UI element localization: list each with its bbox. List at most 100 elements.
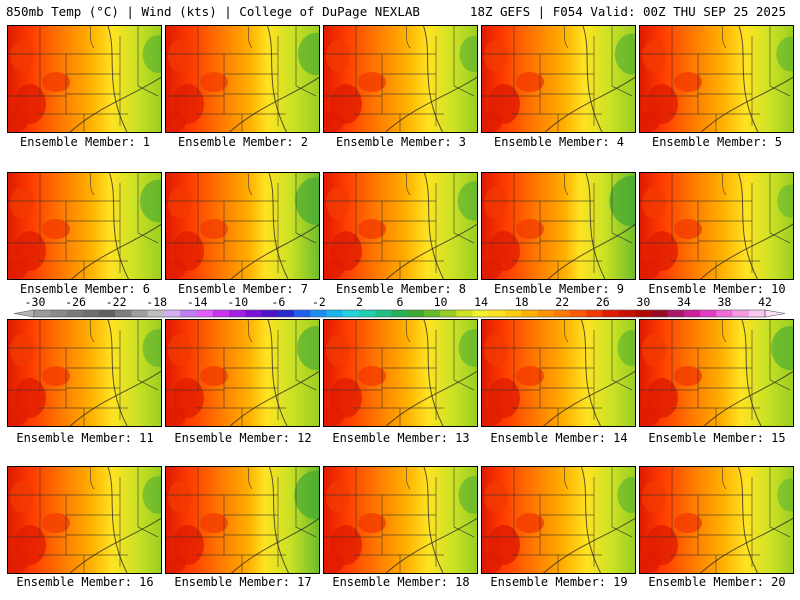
state-border [611,173,633,244]
ensemble-panel-18 [323,466,478,574]
ensemble-panel-3 [323,25,478,133]
state-border [611,320,633,391]
warm-anomaly [358,72,386,92]
model-run-info: 18Z GEFS | F054 Valid: 00Z THU SEP 25 20… [469,4,786,19]
isotherm-contour [582,26,603,132]
warm-anomaly [482,553,502,573]
colorbar-swatch [358,310,376,317]
ensemble-panel-2 [165,25,320,133]
colorbar-tick-label: -26 [65,296,86,309]
member-caption-4: Ensemble Member: 4 [493,135,625,149]
cool-anomaly [777,478,793,512]
isotherm-contour [703,370,793,426]
colorbar-swatch [310,310,327,317]
member-caption-20: Ensemble Member: 20 [648,575,786,589]
warm-anomaly [484,481,508,513]
warm-anomaly [482,259,502,279]
colorbar-swatch [748,310,766,317]
cool-anomaly [458,329,477,367]
isotherm-contour [581,467,602,573]
ensemble-panel-9 [481,172,636,280]
colorbar-swatch [131,310,149,317]
isotherm-contour [267,26,288,132]
isotherm-contour [585,173,606,279]
cool-anomaly [294,470,319,520]
ensemble-panel-6 [7,172,162,280]
temperature-map-3 [324,26,477,132]
member-caption-19: Ensemble Member: 19 [490,575,628,589]
state-border [137,173,159,244]
warm-anomaly [168,481,192,513]
isotherm-contour [69,517,161,573]
cool-anomaly [295,177,319,225]
temperature-map-14 [482,320,635,426]
state-border [247,173,253,196]
colorbar-swatch [423,310,441,317]
state-border [89,467,95,490]
warm-anomaly [200,513,228,533]
isotherm-contour [109,173,130,279]
temperature-map-17 [166,467,319,573]
cool-anomaly [457,181,477,221]
isotherm-contour [423,467,444,573]
warm-anomaly [166,406,186,426]
colorbar-swatch [570,310,587,317]
ensemble-panel-11 [7,319,162,427]
cool-anomaly [142,329,161,367]
warm-anomaly [42,366,70,386]
member-caption-9: Ensemble Member: 9 [493,282,625,296]
colorbar-tick-label: -10 [227,296,248,309]
colorbar-swatch [98,310,116,317]
temperature-map-7 [166,173,319,279]
colorbar-tick-label: 26 [596,296,610,309]
isotherm-contour [738,173,759,279]
colorbar-swatch [732,310,750,317]
state-border [295,320,317,391]
state-border [769,467,791,538]
colorbar-swatch [716,310,733,317]
temperature-map-13 [324,320,477,426]
ensemble-panel-15 [639,319,794,427]
isotherm-contour [543,370,635,426]
state-border [453,173,475,244]
temperature-map-1 [8,26,161,132]
ensemble-panel-13 [323,319,478,427]
cool-anomaly [776,36,793,72]
ensemble-panel-7 [165,172,320,280]
ensemble-panel-1 [7,25,162,133]
isotherm-contour [424,173,445,279]
state-border [453,467,475,538]
colorbar-swatch [293,310,311,317]
colorbar-swatch [82,310,100,317]
colorbar-swatch [277,310,295,317]
colorbar-swatch [683,310,701,317]
member-caption-12: Ensemble Member: 12 [174,431,312,445]
warm-anomaly [326,334,350,366]
state-border [247,26,253,49]
colorbar-tick-label: 18 [515,296,529,309]
temperature-map-15 [640,320,793,426]
colorbar-tick-label: -30 [25,296,46,309]
cool-anomaly [617,330,635,366]
colorbar-swatch [115,310,132,317]
isotherm-contour [581,320,602,426]
state-border [721,173,727,196]
isotherm-contour [107,467,128,573]
warm-anomaly [482,406,502,426]
colorbar-tick-label: -2 [312,296,326,309]
isotherm-contour [700,76,793,132]
warm-anomaly [642,481,666,513]
temperature-map-9 [482,173,635,279]
colorbar-swatch [456,310,473,317]
isotherm-contour [385,76,477,132]
state-border [89,320,95,343]
colorbar-swatch [245,310,262,317]
isotherm-contour [700,223,793,279]
isotherm-contour [385,517,477,573]
isotherm-contour [230,223,319,279]
temperature-map-2 [166,26,319,132]
state-border [137,320,159,391]
cool-anomaly [609,175,635,227]
colorbar-underflow-arrow [13,309,35,318]
colorbar-tick-label: 22 [555,296,569,309]
